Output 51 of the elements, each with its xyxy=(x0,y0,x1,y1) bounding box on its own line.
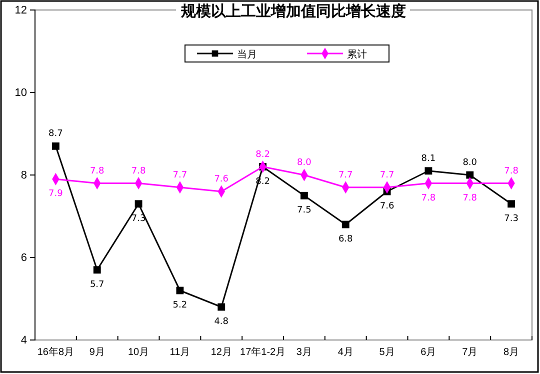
point xyxy=(52,142,60,150)
data-label: 8.7 xyxy=(48,129,63,140)
data-label: 8.1 xyxy=(421,154,436,164)
legend-label: 累计 xyxy=(347,48,367,60)
point xyxy=(300,192,308,200)
y-tick-label: 4 xyxy=(20,334,27,347)
data-label: 7.5 xyxy=(297,206,312,216)
x-tick-label: 5月 xyxy=(379,347,395,358)
point xyxy=(466,171,474,179)
x-tick-label: 7月 xyxy=(462,347,478,358)
data-label: 7.6 xyxy=(380,202,394,212)
x-tick-label: 10月 xyxy=(128,347,150,358)
point xyxy=(134,200,142,208)
legend-label: 当月 xyxy=(237,48,257,60)
data-label: 6.8 xyxy=(338,234,354,244)
data-label: 7.3 xyxy=(504,214,518,224)
data-label: 7.8 xyxy=(462,193,478,204)
x-tick-label: 3月 xyxy=(296,347,312,358)
data-label: 8.2 xyxy=(256,150,270,160)
point xyxy=(424,167,432,175)
data-label: 7.8 xyxy=(504,166,519,176)
data-label: 7.7 xyxy=(172,170,188,180)
y-tick-label: 6 xyxy=(20,252,27,264)
y-tick-label: 8 xyxy=(20,170,27,182)
data-label: 8.0 xyxy=(462,158,478,168)
point xyxy=(93,266,101,274)
x-tick-label: 8月 xyxy=(504,347,520,358)
x-tick-label: 6月 xyxy=(420,347,436,358)
data-label: 8.0 xyxy=(297,158,312,168)
chart-title: 规模以上工业增加值同比增长速度 xyxy=(180,2,406,20)
point xyxy=(508,200,515,208)
data-label: 5.2 xyxy=(172,300,188,310)
x-tick-label: 4月 xyxy=(338,347,354,358)
y-tick-label: 10 xyxy=(14,87,27,100)
x-tick-label: 17年1-2月 xyxy=(240,346,286,358)
data-label: 7.6 xyxy=(214,174,229,184)
data-label: 7.9 xyxy=(48,189,64,200)
data-label: 7.8 xyxy=(421,193,436,204)
data-label: 7.7 xyxy=(380,170,394,180)
data-label: 7.7 xyxy=(338,170,353,180)
data-label: 5.7 xyxy=(90,280,104,290)
point xyxy=(218,303,226,311)
x-tick-label: 12月 xyxy=(210,347,232,358)
y-tick-label: 12 xyxy=(14,4,27,17)
data-label: 4.8 xyxy=(214,317,229,327)
x-tick-label: 11月 xyxy=(170,347,190,358)
x-tick-label: 16年8月 xyxy=(37,346,74,358)
point xyxy=(342,220,350,228)
data-label: 7.8 xyxy=(90,166,105,176)
x-tick-label: 9月 xyxy=(89,347,105,358)
data-label: 7.8 xyxy=(131,166,146,176)
